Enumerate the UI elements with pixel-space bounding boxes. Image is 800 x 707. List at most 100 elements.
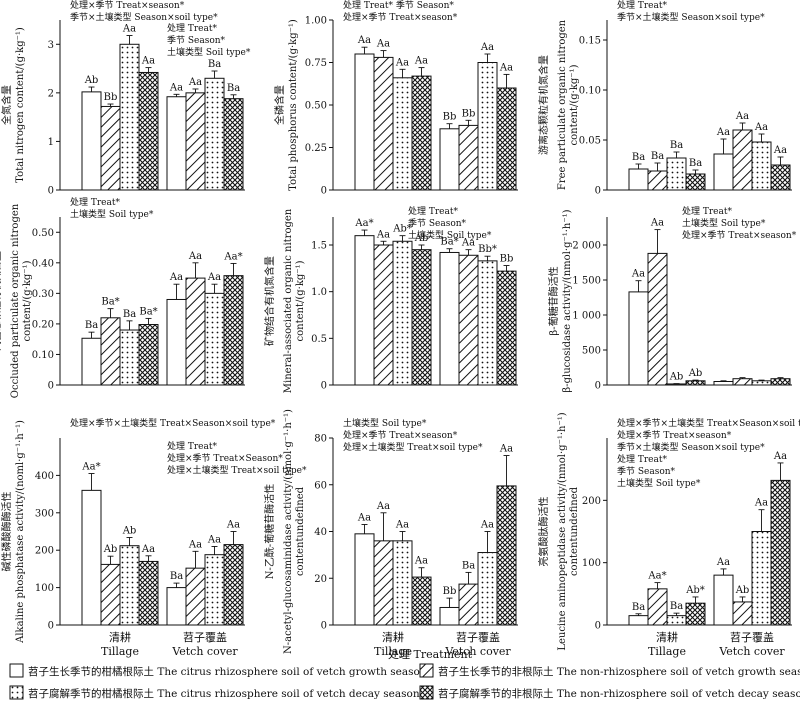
bar	[373, 56, 394, 191]
bar	[392, 540, 413, 626]
bar	[223, 275, 244, 386]
significance-label: Aa	[207, 272, 221, 283]
y-axis-label-line: Occluded particulate organic nitrogen	[10, 203, 21, 398]
y-tick-label: 0.5	[311, 334, 327, 345]
significance-label: Ba*	[139, 306, 157, 317]
significance-label: Ba	[85, 320, 98, 331]
significance-label: Ab	[688, 368, 703, 379]
y-tick-label: 1.00	[305, 16, 327, 27]
bar	[166, 587, 187, 626]
interaction-annotation: 土壤类型 Soil type*	[408, 229, 492, 241]
significance-label: Aa	[188, 539, 202, 550]
bar	[119, 329, 140, 386]
bar	[138, 71, 159, 191]
y-tick-label: 1.5	[311, 241, 327, 252]
interaction-annotation: 处理×季节 Treat×season*	[343, 11, 458, 23]
y-tick-label: 2	[48, 88, 54, 99]
legend-swatch-diagonal	[419, 663, 434, 678]
significance-label: Aa	[480, 42, 494, 53]
y-tick-label: 20	[314, 574, 327, 585]
significance-label: Bb	[443, 112, 457, 123]
significance-label: Aa	[357, 35, 371, 46]
bar	[185, 92, 206, 191]
legend-label: 苕子腐解季节的非根际土 The non-rhizosphere soil of …	[438, 687, 800, 700]
interaction-annotation: 季节×土壤类型 Season×soil type*	[617, 441, 765, 453]
significance-label: Ba	[651, 151, 664, 162]
significance-label: Ba	[227, 83, 240, 94]
bar	[685, 380, 706, 386]
bar	[354, 533, 375, 626]
interaction-annotation: 季节 Season*	[408, 217, 467, 229]
bar	[392, 240, 413, 386]
y-tick-label: 0.10	[32, 350, 54, 361]
x-category-label-cn: 清耕	[109, 630, 131, 644]
bar	[732, 129, 753, 191]
bar	[138, 560, 159, 626]
significance-label: Aa	[376, 501, 390, 512]
y-tick-label: 3	[48, 40, 54, 51]
bar	[496, 87, 517, 191]
y-tick-label: 0	[48, 621, 54, 632]
bar	[185, 567, 206, 626]
x-category-label-en: Vetch cover	[171, 645, 238, 658]
bar	[477, 260, 498, 386]
y-tick-label: 300	[35, 508, 54, 519]
y-axis-label-line: Leucine aminopeptidase activity/(nmol·g⁻…	[557, 412, 568, 650]
y-axis-label-line: Free particulate organic nitrogen	[557, 19, 568, 190]
y-axis-label-line: content/(g·kg⁻¹)	[295, 260, 306, 341]
significance-label: Aa	[499, 62, 513, 73]
bar	[185, 277, 206, 386]
y-axis-label-cn: 全磷含量	[273, 85, 286, 125]
y-axis-label: Free particulate organic nitrogencontent…	[557, 19, 580, 190]
interaction-annotation: 处理 Treat*	[617, 0, 667, 11]
y-tick-label: 0.25	[305, 143, 327, 154]
y-tick-label: 60	[314, 480, 327, 491]
significance-label: Ab	[735, 585, 750, 596]
bar	[81, 91, 102, 191]
interaction-annotation: 处理 Treat*	[617, 453, 667, 465]
significance-label: Ab	[122, 525, 137, 536]
legend-label: 苕子腐解季节的柑橘根际土 The citrus rhizosphere soil…	[28, 687, 420, 700]
bar	[751, 531, 772, 626]
significance-label: Ab	[669, 372, 684, 383]
bar	[685, 602, 706, 626]
y-axis-label-line: Mineral-associated organic nitrogen	[283, 208, 294, 393]
significance-label: Ba	[670, 601, 683, 612]
bar	[392, 77, 413, 191]
interaction-annotation: 处理 Treat*	[70, 196, 120, 208]
significance-label: Aa	[357, 512, 371, 523]
y-tick-label: 2 000	[572, 241, 601, 252]
bottom-axis-titles: 处理 Treatment	[388, 648, 473, 661]
interaction-annotation: 处理×土壤类型 Treat×soil type*	[167, 464, 307, 476]
bar	[751, 141, 772, 191]
significance-label: Aa	[188, 251, 202, 262]
bar	[770, 378, 791, 386]
significance-label: Ba	[632, 602, 645, 613]
y-tick-label: 40	[314, 527, 327, 538]
interaction-annotation: 季节 Season*	[167, 34, 226, 46]
bar	[647, 170, 668, 191]
bar	[496, 270, 517, 386]
bar	[751, 380, 772, 386]
y-axis-label-cn: 全氮含量	[0, 85, 13, 125]
bar	[666, 615, 687, 626]
bar	[685, 173, 706, 191]
y-axis-label-line: N-acetyl-glucosaminidase activity/(nmol·…	[283, 409, 294, 654]
y-axis-label: Leucine aminopeptidase activity/(nmol·g⁻…	[557, 412, 580, 650]
y-tick-label: 100	[582, 558, 601, 569]
significance-label: Ba	[689, 158, 702, 169]
significance-label: Aa	[461, 238, 475, 249]
bar	[411, 576, 432, 626]
interaction-annotation: 土壤类型 Soil type*	[70, 208, 154, 220]
significance-label: Aa	[754, 498, 768, 509]
y-axis-label: Mineral-associated organic nitrogenconte…	[283, 208, 306, 393]
y-tick-label: 80	[314, 434, 327, 445]
y-tick-label: 100	[35, 583, 54, 594]
significance-label: Bb	[443, 586, 457, 597]
bar	[204, 292, 225, 386]
interaction-annotation: 处理×季节×土壤类型 Treat×Season×soil type*	[70, 417, 276, 429]
interaction-annotation: 处理 Treat*	[408, 205, 458, 217]
significance-label: Ba	[670, 140, 683, 151]
